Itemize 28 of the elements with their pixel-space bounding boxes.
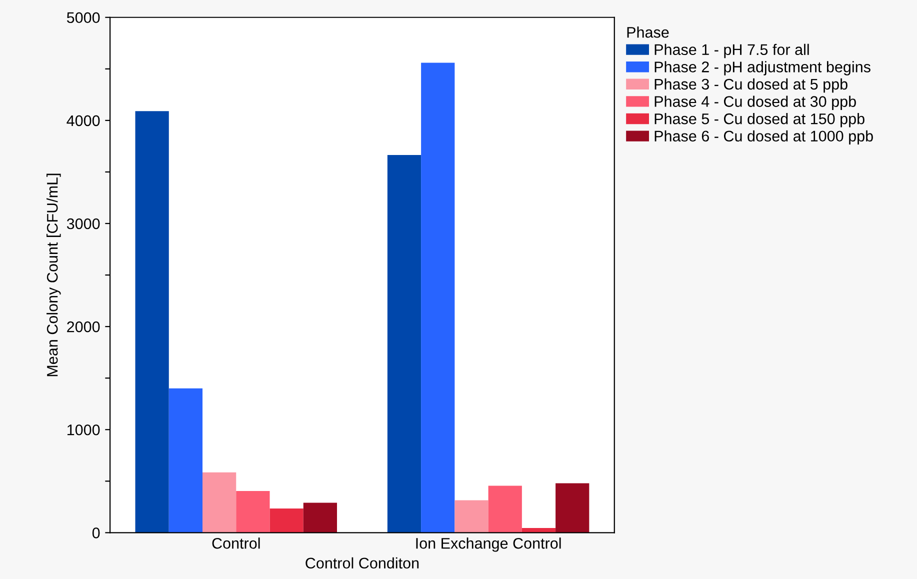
legend-title: Phase bbox=[627, 26, 669, 38]
x-tick-label: Control bbox=[212, 538, 260, 549]
legend-label: Phase 5 - Cu dosed at 150 ppb bbox=[654, 113, 864, 128]
y-tick-label: 5000 bbox=[66, 12, 100, 24]
legend-label: Phase 3 - Cu dosed at 5 ppb bbox=[654, 78, 848, 93]
y-tick-label: 4000 bbox=[66, 115, 100, 126]
legend-label: Phase 1 - pH 7.5 for all bbox=[654, 44, 809, 58]
bar bbox=[168, 388, 203, 533]
bar bbox=[387, 154, 422, 533]
y-tick-label: 3000 bbox=[66, 218, 100, 230]
bar bbox=[488, 486, 522, 533]
bar bbox=[556, 483, 590, 533]
bar bbox=[270, 508, 304, 533]
bar bbox=[202, 472, 236, 533]
bar bbox=[303, 502, 337, 533]
x-tick-label: Ion Exchange Control bbox=[416, 538, 561, 552]
bar bbox=[421, 62, 455, 533]
bar bbox=[135, 111, 169, 533]
y-tick-label: 1000 bbox=[68, 424, 100, 436]
y-tick-label: 2000 bbox=[67, 321, 100, 332]
y-tick-label: 0 bbox=[92, 528, 100, 538]
x-axis-title: Control Conditon bbox=[306, 557, 419, 569]
bar bbox=[236, 490, 270, 533]
y-axis-title: Mean Colony Count [CFU/mL] bbox=[46, 174, 61, 376]
bar bbox=[454, 500, 488, 533]
legend-label: Phase 6 - Cu dosed at 1000 ppb bbox=[654, 130, 873, 145]
legend-label: Phase 4 - Cu dosed at 30 ppb bbox=[654, 96, 856, 110]
legend-label: Phase 2 - pH adjustment begins bbox=[654, 61, 870, 76]
